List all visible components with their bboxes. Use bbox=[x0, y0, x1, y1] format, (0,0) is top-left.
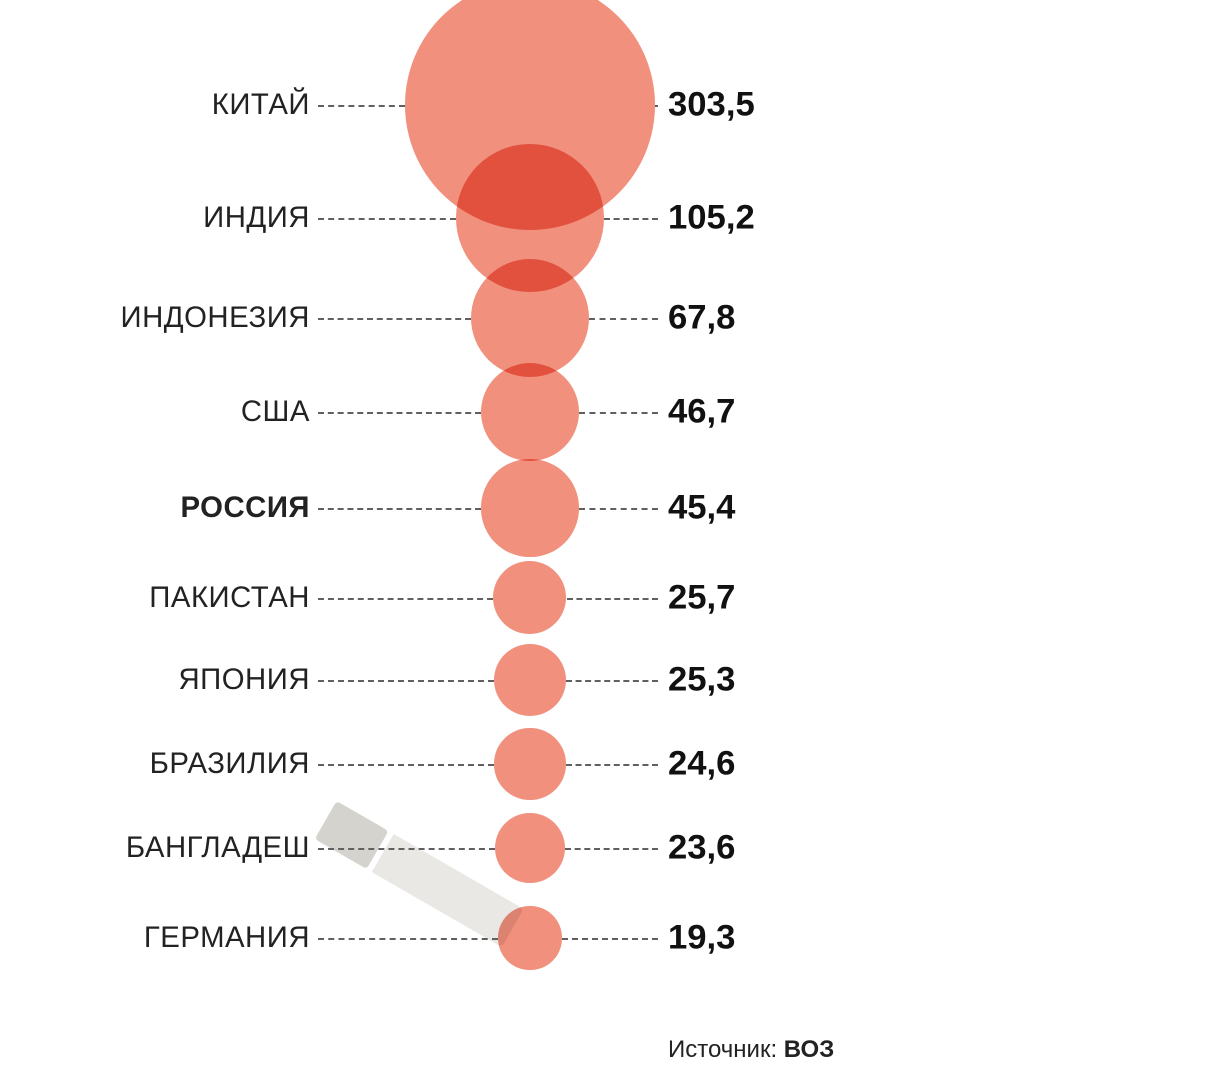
connector-right bbox=[566, 764, 658, 766]
bubble bbox=[493, 561, 566, 634]
connector-left bbox=[318, 938, 498, 940]
connector-left bbox=[318, 105, 405, 107]
value-label: 24,6 bbox=[668, 745, 735, 784]
value-label: 45,4 bbox=[668, 489, 735, 528]
connector-right bbox=[579, 508, 658, 510]
country-label: БАНГЛАДЕШ bbox=[0, 831, 310, 865]
bubble bbox=[494, 728, 565, 799]
connector-right bbox=[567, 598, 658, 600]
country-label: ЯПОНИЯ bbox=[0, 663, 310, 697]
connector-right bbox=[565, 848, 658, 850]
bubble bbox=[471, 259, 590, 378]
value-label: 19,3 bbox=[668, 919, 735, 958]
bubble bbox=[495, 813, 565, 883]
source-caption: Источник: ВОЗ bbox=[668, 1036, 834, 1064]
country-label: ИНДОНЕЗИЯ bbox=[0, 301, 310, 335]
connector-left bbox=[318, 318, 471, 320]
country-label: США bbox=[0, 395, 310, 429]
connector-right bbox=[655, 105, 658, 107]
country-label: ГЕРМАНИЯ bbox=[0, 921, 310, 955]
value-label: 67,8 bbox=[668, 299, 735, 338]
value-label: 105,2 bbox=[668, 199, 755, 238]
connector-right bbox=[566, 680, 658, 682]
connector-left bbox=[318, 848, 495, 850]
connector-right bbox=[579, 412, 658, 414]
country-label: ПАКИСТАН bbox=[0, 581, 310, 615]
connector-left bbox=[318, 412, 481, 414]
source-value: ВОЗ bbox=[784, 1036, 834, 1063]
bubble bbox=[481, 363, 579, 461]
connector-right bbox=[589, 318, 658, 320]
value-label: 46,7 bbox=[668, 393, 735, 432]
connector-left bbox=[318, 218, 456, 220]
country-label: БРАЗИЛИЯ bbox=[0, 747, 310, 781]
value-label: 23,6 bbox=[668, 829, 735, 868]
cigarette-filter bbox=[315, 801, 389, 869]
connector-left bbox=[318, 598, 493, 600]
connector-left bbox=[318, 680, 494, 682]
value-label: 25,3 bbox=[668, 661, 735, 700]
smokers-bubble-chart: КИТАЙ 303,5 ИНДИЯ 105,2 ИНДОНЕЗИЯ 67,8 США 46,7… bbox=[0, 0, 1219, 1079]
country-label: ИНДИЯ bbox=[0, 201, 310, 235]
connector-left bbox=[318, 764, 494, 766]
value-label: 303,5 bbox=[668, 86, 755, 125]
country-label: РОССИЯ bbox=[0, 491, 310, 525]
value-label: 25,7 bbox=[668, 579, 735, 618]
bubble bbox=[494, 644, 566, 716]
source-label: Источник: bbox=[668, 1036, 784, 1063]
connector-right bbox=[562, 938, 658, 940]
connector-left bbox=[318, 508, 481, 510]
country-label: КИТАЙ bbox=[0, 88, 310, 122]
connector-right bbox=[604, 218, 658, 220]
bubble bbox=[498, 906, 561, 969]
bubble bbox=[481, 459, 578, 556]
